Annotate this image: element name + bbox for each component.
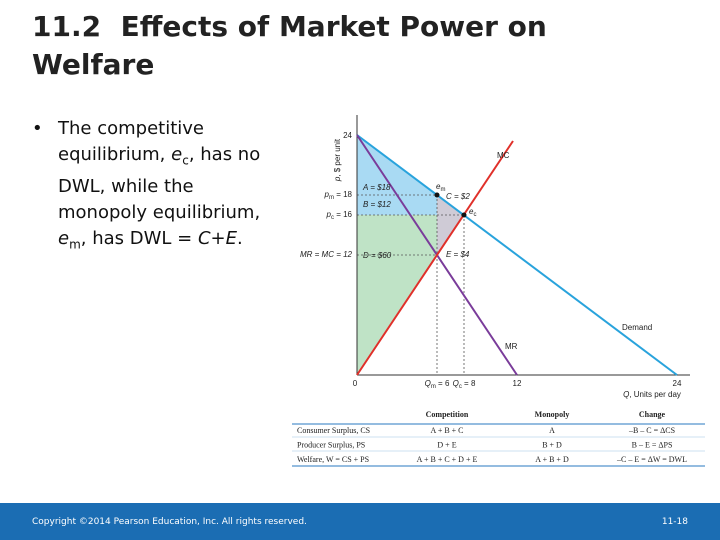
label-part: = 16: [334, 210, 353, 219]
table-cell: D + E: [437, 441, 456, 450]
table-cell: Change: [639, 410, 666, 419]
mc-line: [356, 140, 514, 376]
graph-label: C = $2: [446, 192, 470, 201]
table-cell: B – E = ΔPS: [632, 441, 673, 450]
point-em: [434, 192, 440, 198]
label-part: 0: [353, 379, 358, 388]
table-cell: Competition: [426, 410, 469, 419]
label-part: c: [459, 384, 462, 390]
graph-label: 24: [673, 379, 682, 388]
graph-label: p, $ per unit: [333, 138, 342, 182]
copyright: Copyright ©2014 Pearson Education, Inc. …: [32, 517, 307, 527]
bullet-part: e: [171, 144, 183, 165]
label-part: p: [333, 176, 342, 182]
label-part: , Units per day: [629, 390, 681, 399]
label-part: MR: [505, 342, 518, 351]
graph-label: A = $18: [362, 183, 391, 192]
area-d: [357, 215, 437, 375]
bullet-part: , has DWL =: [80, 227, 198, 249]
graph-label: pc = 16: [326, 210, 353, 221]
table-cell: Monopoly: [535, 410, 570, 419]
label-part: 24: [343, 131, 352, 140]
graph-label: MC: [497, 151, 510, 160]
label-part: Demand: [622, 323, 652, 332]
label-part: A = $18: [362, 183, 391, 192]
label-part: B = $12: [363, 200, 391, 209]
table: Competition Monopoly Change Consumer Surplu…: [292, 410, 705, 467]
table-cell: A + B + D: [535, 455, 569, 464]
label-part: 12: [513, 379, 522, 388]
graph-label: 24: [343, 131, 352, 140]
label-part: = 8: [462, 379, 476, 388]
graph-label: 12: [513, 379, 522, 388]
table-cell: –B – C = ΔCS: [628, 426, 675, 435]
table-cell: B + D: [542, 441, 562, 450]
graph-label: E = $4: [446, 250, 470, 259]
bullet-text: The competitive equilibrium, ec, has no …: [32, 116, 282, 257]
label-part: m: [329, 195, 334, 201]
table-cell: A: [549, 426, 555, 435]
bullet-part: .: [237, 227, 243, 249]
bullet-part: c: [182, 153, 189, 168]
label-part: 24: [673, 379, 682, 388]
label-part: D = $60: [363, 251, 392, 260]
slide-title: 11.2 Effects of Market Power on Welfare: [32, 10, 557, 81]
table-cell: A + B + C + D + E: [417, 455, 478, 464]
footer: Copyright ©2014 Pearson Education, Inc. …: [0, 503, 720, 540]
graph-label: em: [436, 182, 445, 193]
point-ec: [461, 212, 467, 218]
graph-label: Qc = 8: [453, 379, 476, 390]
label-part: m: [431, 384, 436, 390]
table-cell: Consumer Surplus, CS: [297, 426, 370, 435]
demand-line: [356, 134, 678, 376]
graph-label: ec: [469, 207, 476, 218]
label-part: MR = MC = 12: [300, 250, 353, 259]
label-part: Q: [453, 379, 459, 388]
bullet-part: , has no DWL, while the monopoly equilib…: [58, 144, 261, 223]
label-part: = 6: [436, 379, 450, 388]
label-part: MC: [497, 151, 510, 160]
area-b: [357, 195, 437, 215]
graph-label: Qm = 6: [425, 379, 450, 390]
table-cell: –C – E = ΔW = DWL: [616, 455, 687, 464]
bullet-part: e: [58, 227, 70, 249]
page-number: 11-18: [661, 517, 688, 527]
label-part: p: [324, 190, 330, 199]
label-part: = 18: [334, 190, 353, 199]
graph-label: 0: [353, 379, 358, 388]
bullet-dot: •: [32, 118, 43, 139]
label-part: , $ per unit: [333, 138, 342, 177]
table-cell: Producer Surplus, PS: [297, 441, 365, 450]
bullet: • The competitive equilibrium, ec, has no…: [32, 116, 282, 257]
label-part: c: [473, 212, 476, 218]
label-part: E = $4: [446, 250, 470, 259]
graph-label: D = $60: [363, 251, 392, 260]
graph-label: MR = MC = 12: [300, 250, 353, 259]
label-part: Q: [623, 390, 629, 399]
table-cell: Welfare, W = CS + PS: [297, 455, 369, 464]
label-part: Q: [425, 379, 431, 388]
graph-label: B = $12: [363, 200, 391, 209]
graph-label: Q, Units per day: [623, 390, 681, 399]
graph-label: Demand: [622, 323, 652, 332]
bullet-part: The competitive equilibrium,: [58, 118, 204, 165]
graph-label: pm = 18: [324, 190, 353, 201]
label-part: e: [469, 207, 474, 216]
label-part: m: [440, 187, 445, 193]
label-part: e: [436, 182, 441, 191]
table-cell: A + B + C: [430, 426, 463, 435]
label-part: p: [326, 210, 332, 219]
graph-label: MR: [505, 342, 518, 351]
label-part: C = $2: [446, 192, 470, 201]
bullet-part: m: [69, 237, 81, 252]
label-part: c: [331, 215, 334, 221]
bullet-part: C+E: [197, 227, 238, 249]
